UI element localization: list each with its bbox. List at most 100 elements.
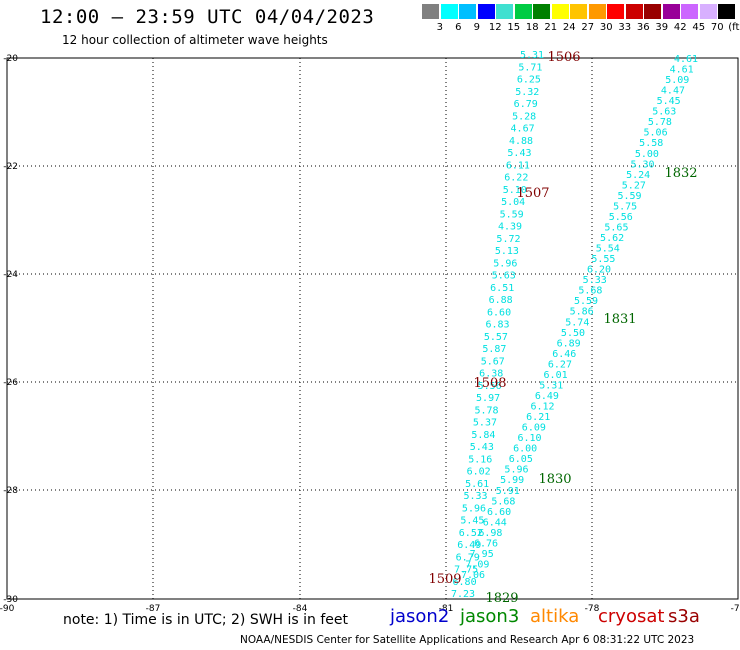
wave-height-label: 5.96 — [462, 503, 486, 514]
legend-label: 27 — [581, 22, 595, 33]
wave-height-label: 4.61 — [674, 54, 698, 65]
legend-label: 24 — [562, 22, 576, 33]
wave-height-label: 5.68 — [578, 286, 602, 297]
wave-height-label: 6.52 — [459, 528, 483, 539]
time-label-left: 1509 — [428, 572, 461, 587]
wave-height-label: 5.96 — [493, 258, 517, 269]
wave-height-label: 5.99 — [500, 475, 524, 486]
legend-label: 70 — [710, 22, 724, 33]
lon-tick-label: -75 — [731, 604, 740, 614]
wave-height-label: 5.56 — [478, 381, 502, 392]
satellite-name: s3a — [668, 606, 700, 627]
wave-height-label: 6.98 — [478, 528, 502, 539]
wave-height-label: 5.43 — [507, 148, 531, 159]
legend-label: 15 — [507, 22, 521, 33]
wave-height-label: 5.31 — [539, 380, 563, 391]
footer-note: note: 1) Time is in UTC; 2) SWH is in fe… — [63, 612, 349, 628]
wave-height-label: 5.65 — [604, 222, 628, 233]
time-label-left: 1508 — [473, 376, 506, 391]
wave-height-label: 5.84 — [471, 430, 495, 441]
wave-height-label: 6.51 — [490, 283, 514, 294]
legend-label: 45 — [692, 22, 706, 33]
wave-height-label: 6.20 — [587, 265, 611, 276]
wave-height-label: 6.22 — [504, 173, 528, 184]
legend-swatch — [422, 4, 439, 19]
wave-height-label: 5.59 — [617, 191, 641, 202]
wave-height-label: 6.00 — [513, 444, 537, 455]
wave-height-label: 6.76 — [474, 538, 498, 549]
legend-label: 39 — [655, 22, 669, 33]
time-label-left: 1506 — [547, 50, 580, 65]
wave-height-label: 7.75 — [454, 565, 478, 576]
wave-height-label: 6.09 — [522, 423, 546, 434]
legend-swatch — [477, 4, 495, 19]
lat-tick-label: -30 — [3, 595, 18, 605]
wave-height-label: 5.10 — [503, 185, 527, 196]
legend-swatch — [514, 4, 532, 19]
wave-height-label: 6.05 — [509, 454, 533, 465]
lat-tick-label: -24 — [3, 270, 18, 280]
legend-label: 21 — [544, 22, 558, 33]
wave-height-label: 5.62 — [600, 233, 624, 244]
map-frame — [6, 57, 739, 600]
satellite-name: altika — [530, 606, 580, 627]
wave-height-label: 5.16 — [468, 454, 492, 465]
wave-height-label: 5.27 — [622, 180, 646, 191]
wave-height-label: 6.11 — [506, 160, 530, 171]
wave-height-label: 5.00 — [635, 149, 659, 160]
legend-swatch — [551, 4, 569, 19]
wave-height-label: 5.45 — [657, 96, 681, 107]
wave-height-label: 5.74 — [565, 317, 589, 328]
map-title: 12:00 – 23:59 UTC 04/04/2023 — [40, 6, 375, 28]
legend-swatch — [496, 4, 513, 19]
legend-swatch — [681, 4, 698, 19]
wave-height-label: 6.80 — [453, 577, 477, 588]
wave-height-label: 5.71 — [518, 62, 542, 73]
wave-height-label: 5.86 — [570, 307, 594, 318]
legend-label: 30 — [599, 22, 613, 33]
legend-swatch — [718, 4, 735, 19]
wave-height-label: 5.91 — [496, 486, 520, 497]
wave-height-label: 5.59 — [500, 209, 524, 220]
wave-height-label: 5.96 — [504, 465, 528, 476]
legend-swatch — [662, 4, 680, 19]
wave-height-label: 6.38 — [479, 369, 503, 380]
wave-height-label: 6.60 — [487, 307, 511, 318]
wave-height-label: 7.95 — [470, 549, 494, 560]
time-label-right: 1829 — [485, 591, 518, 606]
wave-height-label: 6.46 — [552, 349, 576, 360]
wave-height-label: 4.61 — [670, 65, 694, 76]
lon-tick-label: -87 — [146, 604, 161, 614]
wave-height-label: 6.44 — [483, 517, 507, 528]
wave-height-label: 5.32 — [515, 87, 539, 98]
wave-height-label: 5.57 — [484, 332, 508, 343]
wave-height-label: 5.97 — [476, 393, 500, 404]
legend-swatch — [644, 4, 661, 19]
time-label-left: 1507 — [516, 186, 549, 201]
satellite-name: jason2 — [390, 606, 450, 627]
wave-height-label: 5.59 — [574, 296, 598, 307]
wave-height-label: 5.43 — [470, 442, 494, 453]
wave-height-label: 5.37 — [473, 418, 497, 429]
wave-height-label: 6.49 — [535, 391, 559, 402]
wave-height-label: 6.49 — [457, 540, 481, 551]
wave-height-label: 6.12 — [531, 402, 555, 413]
wave-height-label: 5.30 — [630, 159, 654, 170]
wave-height-label: 7.23 — [451, 589, 475, 600]
wave-height-label: 5.09 — [665, 75, 689, 86]
wave-height-label: 6.25 — [517, 75, 541, 86]
legend-swatch — [533, 4, 550, 19]
wave-height-label: 5.31 — [520, 50, 544, 61]
time-label-right: 1832 — [664, 166, 697, 181]
lat-tick-label: -28 — [3, 486, 18, 496]
lon-tick-label: -81 — [439, 604, 454, 614]
legend-label: 6 — [455, 22, 462, 33]
legend-label: 33 — [618, 22, 632, 33]
legend-swatch — [699, 4, 717, 19]
legend-swatch — [625, 4, 643, 19]
lat-tick-label: -26 — [3, 378, 18, 388]
map-subtitle: 12 hour collection of altimeter wave hei… — [62, 33, 328, 47]
wave-height-label: 5.75 — [613, 201, 637, 212]
